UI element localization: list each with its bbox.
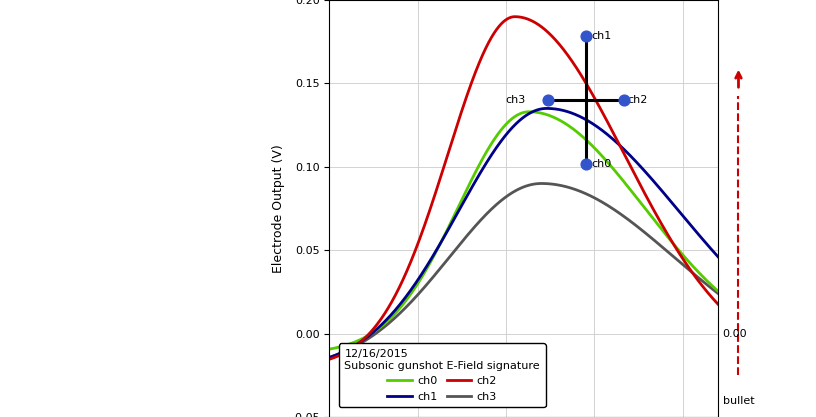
Line: ch0: ch0	[330, 112, 718, 349]
ch1	[473, 173, 483, 178]
ch1	[706, 246, 716, 251]
ch3	[325, 355, 335, 360]
ch1	[663, 196, 673, 201]
ch0	[524, 109, 534, 114]
ch0	[473, 164, 483, 169]
ch3	[490, 203, 500, 208]
ch2	[706, 294, 716, 299]
Y-axis label: Electrode Output (V): Electrode Output (V)	[273, 144, 286, 273]
ch0	[325, 347, 335, 352]
Text: 0.00: 0.00	[722, 329, 747, 339]
ch1	[490, 147, 500, 152]
ch1	[369, 329, 379, 334]
ch2	[392, 290, 401, 295]
Legend: ch0, ch1, ch2, ch3: ch0, ch1, ch2, ch3	[339, 344, 546, 407]
ch1	[542, 106, 552, 111]
ch3	[473, 220, 483, 225]
ch0	[392, 309, 401, 314]
ch2	[663, 234, 673, 239]
ch2	[473, 62, 483, 67]
ch3	[392, 314, 401, 319]
ch3	[706, 285, 716, 290]
ch0	[713, 289, 723, 294]
ch2	[490, 29, 500, 34]
ch1	[325, 355, 335, 360]
ch1	[713, 254, 723, 259]
ch0	[706, 282, 716, 287]
ch3	[537, 181, 547, 186]
ch2	[510, 14, 520, 19]
ch1	[392, 306, 401, 311]
ch2	[325, 357, 335, 362]
Line: ch1: ch1	[330, 108, 718, 358]
ch3	[713, 291, 723, 296]
Line: ch3: ch3	[330, 183, 718, 357]
ch2	[713, 302, 723, 307]
ch3	[369, 332, 379, 337]
ch0	[663, 236, 673, 241]
ch3	[663, 250, 673, 255]
ch0	[490, 136, 500, 141]
Text: bullet: bullet	[723, 396, 754, 406]
ch2	[369, 326, 379, 331]
Line: ch2: ch2	[330, 17, 718, 359]
ch0	[369, 329, 379, 334]
